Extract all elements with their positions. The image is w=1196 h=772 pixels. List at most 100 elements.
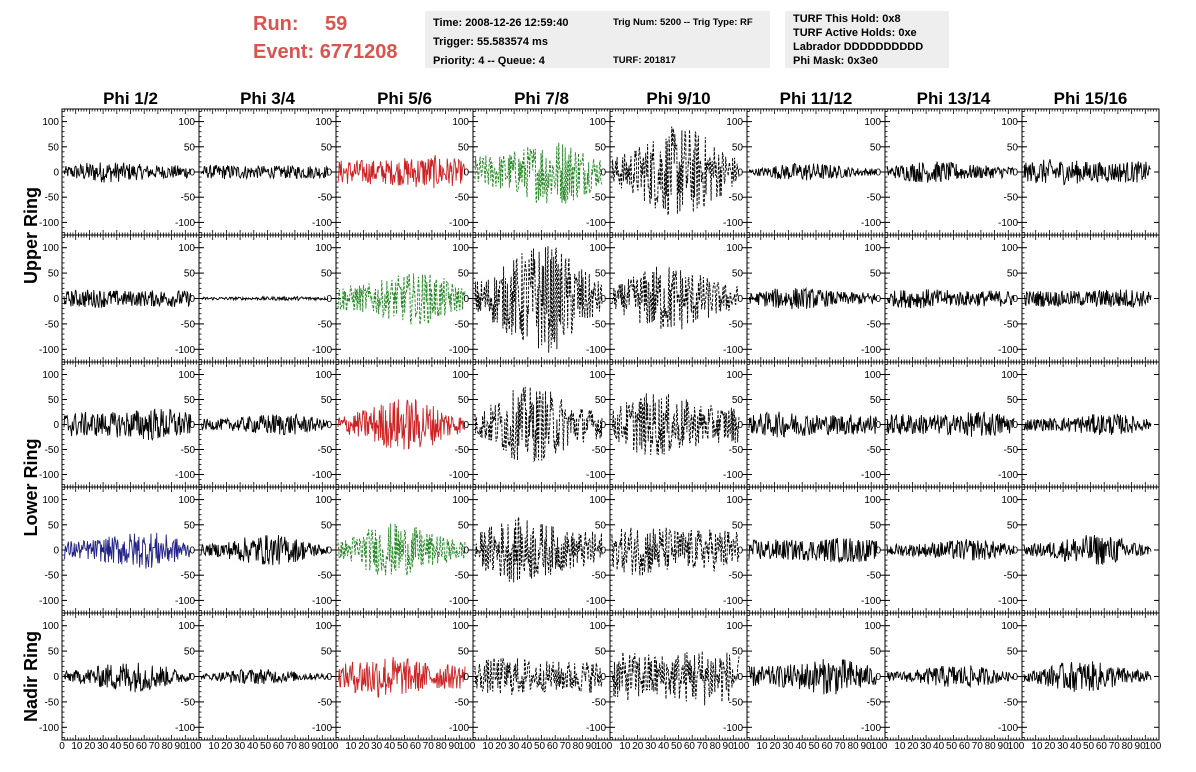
y-tick-label: 0 [737,294,743,305]
y-tick-label: -100 [998,345,1018,356]
y-tick-label: 0 [463,294,469,305]
waveform-trace [63,532,192,569]
time-info-box: Time: 2008-12-26 12:59:40 Trigger: 55.58… [425,11,613,68]
y-tick-label: 50 [321,395,333,406]
y-tick-label: 50 [321,647,333,658]
y-tick-label: 100 [726,117,743,128]
y-tick-label: 100 [452,243,469,254]
trig-num-line: Trig Num: 5200 -- Trig Type: RF [613,17,753,28]
waveform-trace [1023,289,1152,308]
waveform-trace [200,164,329,181]
y-tick-label: 100 [42,495,59,506]
y-tick-label: 50 [184,520,196,531]
y-tick-label: -100 [723,596,743,607]
y-tick-label: 0 [53,672,59,683]
column-header: Phi 11/12 [780,89,853,108]
y-tick-label: 0 [53,420,59,431]
priority-line: Priority: 4 -- Queue: 4 [433,55,545,67]
y-tick-label: 50 [732,395,744,406]
y-tick-label: -100 [39,723,59,734]
y-tick-label: 100 [178,117,195,128]
y-tick-label: -100 [723,470,743,481]
y-tick-label: 50 [184,395,196,406]
waveform-trace [1023,159,1152,186]
waveform-trace [611,393,740,456]
y-tick-label: 100 [315,370,332,381]
y-tick-label: -100 [586,596,606,607]
y-tick-label: -50 [181,697,196,708]
event-label: Event: [253,41,315,63]
y-tick-label: 100 [589,370,606,381]
y-tick-label: 0 [737,168,743,179]
y-tick-label: -50 [729,193,744,204]
y-tick-label: 100 [452,495,469,506]
y-tick-label: -100 [175,218,195,229]
y-tick-label: 100 [42,370,59,381]
ring-label: Nadir Ring [21,631,41,722]
y-tick-label: -100 [312,218,332,229]
y-tick-label: -50 [181,193,196,204]
y-tick-label: -50 [45,697,60,708]
y-tick-label: -50 [318,193,333,204]
waveform-trace [611,126,740,216]
y-tick-label: 100 [864,495,881,506]
y-tick-label: 100 [178,370,195,381]
y-tick-label: -100 [312,596,332,607]
y-tick-label: 0 [600,420,606,431]
y-tick-label: -50 [729,445,744,456]
turf-active-line: TURF Active Holds: 0xe [793,27,917,39]
column-header: Phi 9/10 [646,89,710,108]
y-tick-label: -100 [449,470,469,481]
y-tick-label: -100 [312,470,332,481]
y-tick-label: -100 [39,345,59,356]
y-tick-label: 50 [321,520,333,531]
y-tick-label: -100 [312,723,332,734]
y-tick-label: 100 [452,117,469,128]
y-tick-label: 100 [864,117,881,128]
y-tick-label: -100 [586,470,606,481]
y-tick-label: 50 [48,269,60,280]
waveform-trace [611,266,740,330]
y-tick-label: 100 [1001,495,1018,506]
y-tick-label: 50 [48,142,60,153]
column-header: Phi 1/2 [103,89,158,108]
y-tick-label: 100 [42,243,59,254]
waveform-trace [474,142,603,204]
y-tick-label: -50 [1004,193,1019,204]
y-tick-label: -100 [861,345,881,356]
y-tick-label: -50 [318,697,333,708]
y-tick-label: -50 [592,445,607,456]
y-tick-label: 50 [321,269,333,280]
y-tick-label: 50 [870,395,882,406]
ring-label: Lower Ring [21,439,41,537]
y-tick-label: 50 [184,647,196,658]
y-tick-label: 50 [1007,269,1019,280]
y-tick-label: -100 [175,470,195,481]
column-header: Phi 7/8 [514,89,569,108]
y-tick-label: -50 [45,571,60,582]
y-tick-label: 0 [1012,294,1018,305]
y-tick-label: 0 [875,546,881,557]
y-tick-label: 100 [1001,243,1018,254]
trigger-line: Trigger: 55.583574 ms [433,36,548,48]
event-value: 6771208 [319,41,398,63]
y-tick-label: 50 [184,142,196,153]
turf-hold-line: TURF This Hold: 0x8 [793,13,901,25]
y-tick-label: 100 [315,621,332,632]
y-tick-label: -50 [45,193,60,204]
y-tick-label: 100 [178,495,195,506]
y-tick-label: 100 [42,621,59,632]
run-value: 59 [325,13,348,35]
y-tick-label: 100 [178,621,195,632]
ring-label: Upper Ring [21,187,41,284]
run-event-header: Run: 59 Event: 6771208 [253,10,398,66]
y-tick-label: -50 [181,445,196,456]
y-tick-label: 0 [1012,420,1018,431]
y-tick-label: -100 [449,345,469,356]
waveform-trace [474,516,603,583]
y-tick-label: 50 [458,395,470,406]
y-tick-label: -50 [867,571,882,582]
y-tick-label: -100 [39,470,59,481]
y-tick-label: -100 [586,345,606,356]
waveform-trace [1023,414,1152,436]
